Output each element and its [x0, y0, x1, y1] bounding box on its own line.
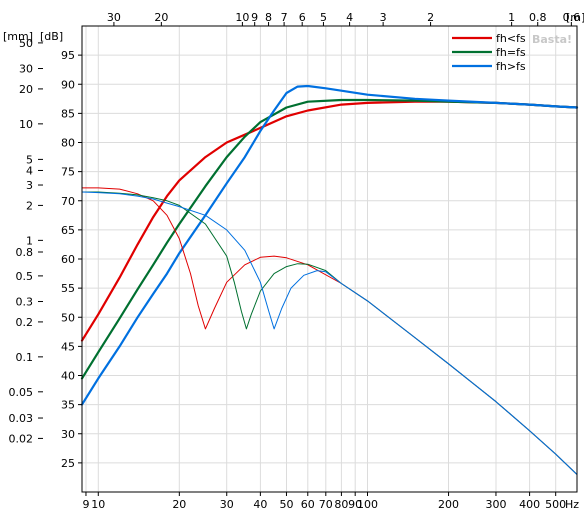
wavelength-tick-label: 6 [299, 11, 306, 24]
y-tick-label: 60 [61, 253, 75, 266]
mm-tick-label: 0.2 [16, 316, 34, 329]
wavelength-tick-label: 3 [380, 11, 387, 24]
excursion-series-line [81, 191, 578, 475]
wavelength-tick-label: 2 [427, 11, 434, 24]
wavelength-tick-label: 1 [508, 11, 515, 24]
y-tick-label: 55 [61, 282, 75, 295]
x-tick-label: 50 [279, 498, 293, 511]
wavelength-unit-label: [m] [566, 11, 584, 24]
x-tick-label: 300 [485, 498, 506, 511]
x-tick-label: 80 [334, 498, 348, 511]
y-tick-label: 35 [61, 399, 75, 412]
legend-label: fh=fs [496, 46, 526, 59]
x-tick-label: 60 [301, 498, 315, 511]
x-tick-label: 40 [253, 498, 267, 511]
mm-tick-label: 0.1 [16, 351, 34, 364]
x-tick-label: 400 [519, 498, 540, 511]
wavelength-tick-label: 8 [265, 11, 272, 24]
x-tick-label: 20 [172, 498, 186, 511]
mm-tick-label: 10 [19, 118, 33, 131]
y-tick-label: 25 [61, 457, 75, 470]
series-lines [80, 84, 579, 475]
wavelength-tick-label: 4 [346, 11, 353, 24]
wavelength-tick-label: 0.8 [529, 11, 547, 24]
mm-tick-label: 0.02 [9, 432, 34, 445]
mm-tick-label: 50 [19, 37, 33, 50]
mm-tick-label: 0.03 [9, 412, 34, 425]
x-tick-label: 100 [357, 498, 378, 511]
wavelength-tick-label: 7 [281, 11, 288, 24]
y-tick-label: 85 [61, 107, 75, 120]
y-unit-label: [dB] [40, 30, 63, 43]
wavelength-tick-label: 5 [320, 11, 327, 24]
x-tick-label: 9 [82, 498, 89, 511]
y-tick-label: 70 [61, 195, 75, 208]
x-tick-label: 500 [545, 498, 566, 511]
x-unit-label: Hz [565, 498, 579, 511]
y-tick-label: 45 [61, 340, 75, 353]
y-tick-label: 90 [61, 78, 75, 91]
mm-tick-label: 30 [19, 63, 33, 76]
x-tick-label: 30 [220, 498, 234, 511]
y-tick-label: 50 [61, 311, 75, 324]
x-tick-label: 10 [91, 498, 105, 511]
mm-tick-label: 3 [26, 179, 33, 192]
mm-unit-label: [mm] [3, 30, 33, 43]
y-tick-label: 75 [61, 166, 75, 179]
x-tick-label: 200 [438, 498, 459, 511]
y-tick-label: 65 [61, 224, 75, 237]
legend-label: fh<fs [496, 32, 526, 45]
watermark: Basta! [532, 33, 572, 46]
y-tick-label: 80 [61, 137, 75, 150]
spl-series-line [80, 84, 579, 406]
y-tick-label: 95 [61, 49, 75, 62]
wavelength-tick-label: 20 [154, 11, 168, 24]
mm-tick-label: 0.3 [16, 296, 34, 309]
mm-tick-label: 0.05 [9, 386, 34, 399]
mm-tick-label: 4 [26, 164, 33, 177]
y-tick-label: 40 [61, 370, 75, 383]
wavelength-tick-label: 9 [251, 11, 258, 24]
legend-label: fh>fs [496, 60, 526, 73]
wavelength-tick-label: 0.6 [563, 11, 581, 24]
y-tick-label: 30 [61, 428, 75, 441]
wavelength-tick-label: 10 [235, 11, 249, 24]
mm-tick-label: 2 [26, 199, 33, 212]
mm-tick-label: 5 [26, 153, 33, 166]
mm-tick-label: 0.8 [16, 246, 34, 259]
mm-tick-label: 20 [19, 83, 33, 96]
wavelength-tick-label: 30 [107, 11, 121, 24]
x-tick-label: 70 [319, 498, 333, 511]
mm-tick-label: 1 [26, 234, 33, 247]
x-tick-label: 90 [348, 498, 362, 511]
mm-tick-label: 0.5 [16, 270, 34, 283]
